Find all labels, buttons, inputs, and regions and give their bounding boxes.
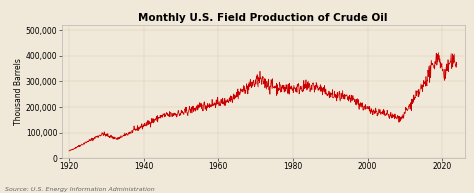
Title: Monthly U.S. Field Production of Crude Oil: Monthly U.S. Field Production of Crude O… (138, 13, 388, 23)
Text: Source: U.S. Energy Information Administration: Source: U.S. Energy Information Administ… (5, 187, 155, 192)
Y-axis label: Thousand Barrels: Thousand Barrels (14, 58, 23, 125)
